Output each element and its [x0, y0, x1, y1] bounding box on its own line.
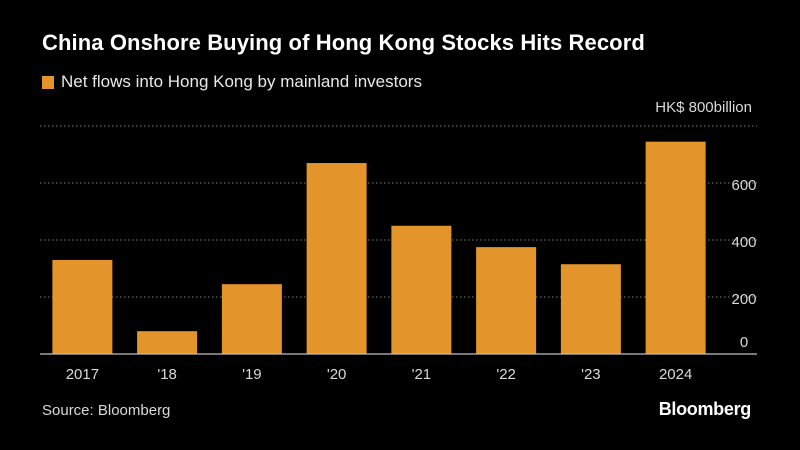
y-tick-label: 200: [731, 291, 756, 308]
bar-3: [307, 163, 367, 354]
bar-4: [391, 226, 451, 354]
y-axis-unit-label: HK$ 800billion: [655, 99, 752, 116]
source-note: Source: Bloomberg: [42, 402, 170, 419]
bar-2: [222, 284, 282, 354]
y-tick-label: 600: [731, 177, 756, 194]
bar-chart: 2017 '18 '19 '20 '21 '22 '23 2024 0 200 400 600 HK$ …: [0, 0, 800, 450]
bar-5: [476, 247, 536, 354]
x-tick-label: 2024: [659, 366, 692, 383]
x-tick-label: '20: [327, 366, 347, 383]
x-tick-label: '21: [412, 366, 432, 383]
y-tick-label: 0: [740, 334, 748, 351]
x-tick-label: '23: [581, 366, 601, 383]
x-tick-label: '18: [157, 366, 177, 383]
bar-6: [561, 264, 621, 354]
x-tick-label: '19: [242, 366, 262, 383]
x-tick-label: 2017: [66, 366, 99, 383]
bar-7: [646, 142, 706, 354]
bar-1: [137, 331, 197, 354]
y-tick-label: 400: [731, 234, 756, 251]
bloomberg-logo: Bloomberg: [659, 399, 751, 420]
bar-0: [52, 260, 112, 354]
x-tick-label: '22: [496, 366, 516, 383]
